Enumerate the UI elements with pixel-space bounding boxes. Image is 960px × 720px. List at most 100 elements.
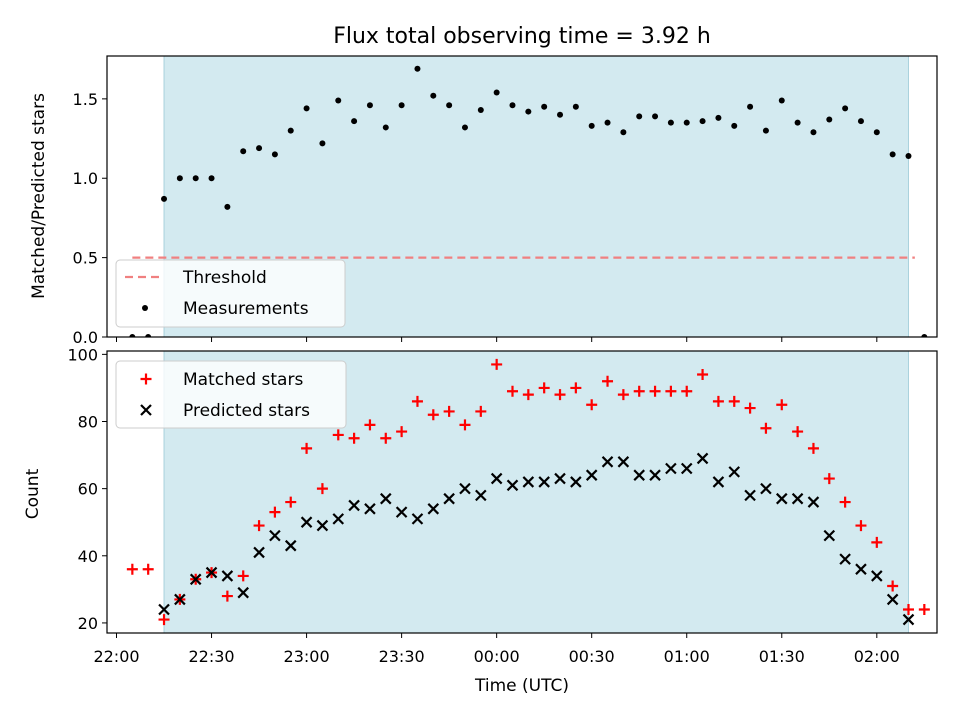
matched-star-point [396,426,408,438]
predicted-star-point [522,476,535,488]
matched-star-point [554,389,566,401]
matched-star-point [887,580,899,592]
top-axes-frame [106,55,938,338]
matched-star-point [871,536,883,548]
matched-star-point [142,563,154,575]
top-y-axis-label: Matched/Predicted stars [29,93,49,299]
predicted-star-point [300,516,313,528]
predicted-star-point [380,492,392,505]
measurement-point [303,105,310,112]
matched-star-point [301,442,313,454]
measurement-point [446,102,453,109]
measurement-point [287,127,294,134]
matched-star-point [570,382,582,394]
predicted-star-point [269,529,281,542]
measurement-point [145,334,152,337]
measurement-point [430,92,437,99]
matched-star-point [506,385,518,397]
matched-star-point [823,473,835,485]
predicted-star-point [791,492,804,505]
y-tick-label: 100 [67,345,98,364]
bottom-y-ticks: 20 40 60 80 100 [67,345,107,633]
matched-star-point [522,389,534,401]
predicted-star-point [680,462,693,475]
measurement-point [588,122,595,129]
measurement-point [794,119,801,126]
bottom-y-axis-label: Count [23,468,43,519]
x-tick-label: 00:00 [474,647,520,666]
predicted-star-point [871,570,883,582]
chart-title: Flux total observing time = 3.92 h [333,24,711,49]
measurement-point [667,119,674,126]
y-tick-label: 1.0 [73,169,98,188]
measurement-point [398,102,405,109]
measurement-point [842,105,849,112]
y-tick-label: 20 [78,614,98,633]
predicted-star-point [158,603,170,616]
predicted-star-point [617,456,630,468]
predicted-star-point [712,476,725,488]
predicted-star-point [649,469,661,481]
measurement-point [493,89,500,96]
matched-star-point [728,395,740,407]
predicted-star-point [475,489,487,502]
measurement-point [319,140,326,147]
matched-star-point [443,405,455,417]
matched-star-point [348,432,360,444]
legend-matched-label: Matched stars [183,370,303,390]
predicted-stars-points [158,452,915,626]
matched-star-point [902,604,914,615]
predicted-star-point [221,570,234,582]
x-tick-label: 01:30 [759,647,805,666]
x-axis-label: Time (UTC) [474,676,569,696]
predicted-star-point [744,489,756,502]
measurement-point [889,151,896,158]
predicted-star-point [332,513,345,525]
predicted-star-point [395,506,408,518]
matched-star-point [269,506,281,518]
measurement-point [176,175,183,182]
measurement-point [477,106,484,113]
measurement-point [715,114,722,121]
matched-star-point [855,520,867,532]
x-tick-label: 23:00 [284,647,330,666]
legend-predicted-swatch [140,404,152,416]
predicted-star-point [205,566,218,579]
top-y-ticks: 0.0 0.5 1.0 1.5 [73,90,107,347]
matched-star-point [697,369,709,380]
legend-frame [115,259,346,328]
measurements-points [129,65,928,337]
measurement-point [335,97,342,104]
matched-star-point [380,432,392,444]
y-tick-label: 60 [78,480,98,499]
predicted-star-point [538,476,550,488]
measurement-point [604,119,611,126]
predicted-star-point [665,462,677,475]
measurement-point [382,124,389,131]
predicted-star-point [601,456,614,468]
measurement-point [905,153,912,160]
measurement-point [192,175,199,182]
measurement-point [557,111,564,118]
measurement-point [256,145,263,152]
predicted-star-point [886,593,899,606]
predicted-star-point [284,539,297,552]
y-tick-label: 80 [78,413,98,432]
matched-star-point [126,563,138,575]
matched-star-point [459,419,471,431]
legend-matched-swatch [140,373,152,385]
x-tick-label: 00:30 [569,647,615,666]
measurement-point [461,124,468,131]
matched-star-point [253,520,265,532]
predicted-star-point [459,482,471,495]
measurement-point [921,334,928,337]
matched-star-point [712,395,724,407]
predicted-star-point [633,469,645,481]
predicted-star-point [554,472,566,485]
measurement-point [873,129,880,136]
measurement-point [240,148,247,155]
predicted-star-point [570,476,582,488]
measurement-point [572,103,579,110]
y-tick-label: 40 [78,547,98,566]
